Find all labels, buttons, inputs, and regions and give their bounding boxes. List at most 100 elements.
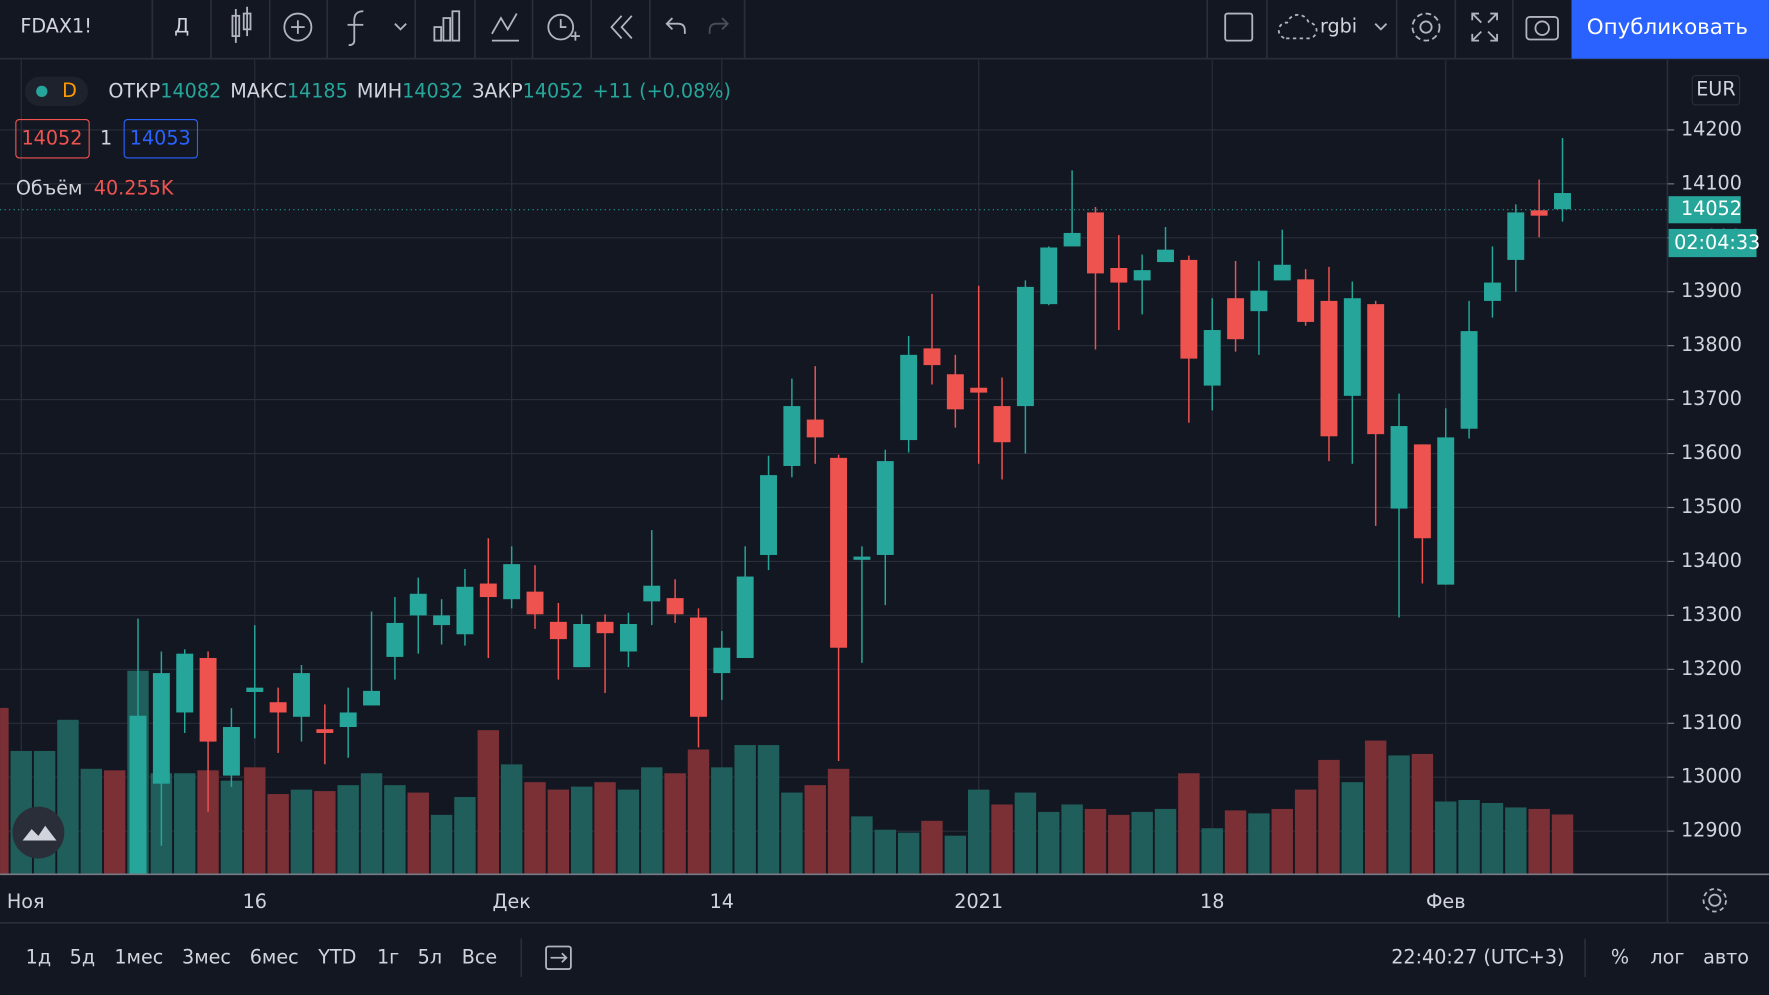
percent-toggle[interactable]: % xyxy=(1611,945,1629,968)
toolbar: FDAX1! Д rgbi Опубликовать xyxy=(0,0,1769,60)
candle-body xyxy=(736,576,754,658)
publish-button[interactable] xyxy=(1571,0,1769,59)
publish-label: Опубликовать xyxy=(1587,15,1748,40)
range-button[interactable]: 5л xyxy=(418,945,442,968)
volume-bar xyxy=(804,785,826,875)
volume-bar xyxy=(1411,753,1434,875)
settings-icon[interactable] xyxy=(1411,12,1441,42)
volume-bar xyxy=(1318,759,1340,875)
candle-body xyxy=(713,647,731,674)
spread-value: 1 xyxy=(100,126,112,149)
volume-bar xyxy=(1505,807,1527,875)
indicators-icon[interactable] xyxy=(347,10,407,47)
candle-body xyxy=(1507,212,1525,260)
volume-bar xyxy=(1201,828,1223,875)
low-label: МИН xyxy=(357,79,402,102)
alert-icon[interactable] xyxy=(547,13,580,41)
candle-body xyxy=(946,374,964,410)
volume-bar xyxy=(1154,808,1177,875)
candle-body xyxy=(549,621,567,640)
volume-label: Объём xyxy=(16,176,83,199)
x-tick-label: Дек xyxy=(492,890,530,913)
snapshot-icon[interactable] xyxy=(1525,16,1559,41)
chart-type-icon[interactable] xyxy=(231,6,252,43)
candle-body xyxy=(830,457,848,648)
volume-bar xyxy=(0,707,9,875)
candle-body xyxy=(456,586,474,635)
candle-body xyxy=(1320,300,1338,437)
bid-box[interactable] xyxy=(15,119,90,159)
candle-body xyxy=(1413,444,1431,539)
candle-body xyxy=(760,475,777,555)
range-button[interactable]: YTD xyxy=(317,945,356,968)
countdown-tag xyxy=(1668,228,1757,258)
candle-body xyxy=(129,715,147,875)
auto-toggle[interactable]: авто xyxy=(1703,945,1749,968)
candle-body xyxy=(409,593,427,616)
compare-icon[interactable] xyxy=(283,12,313,42)
layout-icon[interactable] xyxy=(1224,12,1254,42)
candle-body xyxy=(1390,426,1408,509)
user-name[interactable]: rgbi xyxy=(1320,15,1357,38)
candle-body xyxy=(1554,193,1571,210)
volume-bar xyxy=(1271,808,1293,875)
redo-icon[interactable] xyxy=(708,17,729,34)
volume-bar xyxy=(384,785,406,875)
candle-body xyxy=(643,585,661,602)
volume-bar xyxy=(174,773,196,875)
volume-bar xyxy=(851,816,873,875)
candle-body xyxy=(526,591,544,615)
range-button[interactable]: 6мес xyxy=(250,945,299,968)
candle-body xyxy=(316,729,334,733)
undo-icon[interactable] xyxy=(665,17,686,34)
user-menu-icon[interactable] xyxy=(1374,23,1388,31)
candle-body xyxy=(1016,286,1034,407)
templates-icon[interactable] xyxy=(433,10,461,42)
candle-body xyxy=(1157,249,1174,263)
candle-body xyxy=(1110,268,1128,283)
candle-body xyxy=(923,348,941,366)
rewind-icon[interactable] xyxy=(610,15,633,39)
currency-box[interactable] xyxy=(1691,75,1741,106)
goto-date-icon[interactable] xyxy=(545,945,572,970)
candle-body xyxy=(666,598,684,615)
volume-bar xyxy=(687,749,710,875)
candle-body xyxy=(222,727,240,776)
volume-bar xyxy=(1061,804,1083,875)
volume-bar xyxy=(197,770,219,875)
ohlc-legend: ОТКР14082 МАКС14185 МИН14032 ЗАКР14052 +11 (… xyxy=(108,79,731,102)
last-price-tag xyxy=(1668,196,1741,224)
fullscreen-icon[interactable] xyxy=(1471,12,1498,42)
range-button[interactable]: 3мес xyxy=(182,945,231,968)
candle-body xyxy=(152,673,170,784)
volume-bar xyxy=(967,789,990,875)
volume-bar xyxy=(1248,813,1270,875)
volume-bar xyxy=(757,745,780,875)
x-tick-label: 16 xyxy=(243,890,267,913)
range-button[interactable]: Все xyxy=(462,945,497,968)
range-button[interactable]: 5д xyxy=(70,945,95,968)
currency: EUR xyxy=(1696,78,1735,101)
candle-body xyxy=(1040,247,1058,305)
candle-body xyxy=(970,387,988,393)
range-button[interactable]: 1г xyxy=(377,945,399,968)
volume-bar xyxy=(244,767,266,875)
volume-bar xyxy=(454,797,476,875)
log-toggle[interactable]: лог xyxy=(1650,945,1684,968)
y-tick-label: 14100 xyxy=(1681,171,1742,194)
ask-box[interactable] xyxy=(123,119,199,159)
symbol[interactable]: FDAX1! xyxy=(20,15,92,38)
replay-icon[interactable] xyxy=(491,13,519,42)
range-button[interactable]: 1д xyxy=(26,945,51,968)
y-tick-label: 13200 xyxy=(1681,657,1742,680)
interval[interactable]: Д xyxy=(174,15,189,38)
high-label: МАКС xyxy=(230,79,287,102)
axis-settings-icon[interactable] xyxy=(1702,888,1727,913)
candle-body xyxy=(199,657,217,742)
logo[interactable] xyxy=(12,806,65,859)
candle-body xyxy=(1343,298,1361,396)
candle-body xyxy=(1250,290,1268,312)
range-button[interactable]: 1мес xyxy=(114,945,163,968)
